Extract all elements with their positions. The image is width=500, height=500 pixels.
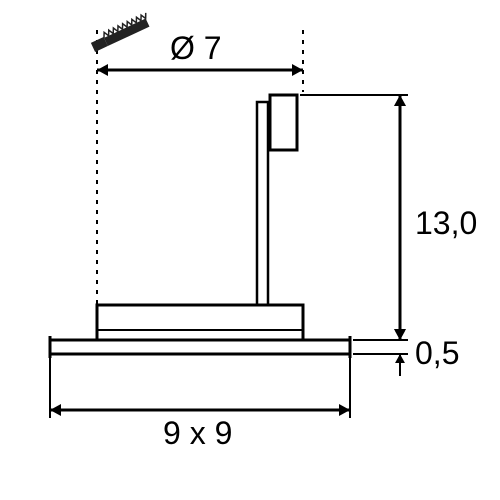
cutout-diameter-label: Ø 7 (170, 30, 222, 67)
footprint-label: 9 x 9 (163, 415, 232, 452)
technical-drawing: Ø 7 13,0 0,5 9 x 9 (0, 0, 500, 500)
drawing-svg (0, 0, 500, 500)
flange-thickness-label: 0,5 (415, 335, 459, 372)
height-label: 13,0 (415, 205, 477, 242)
